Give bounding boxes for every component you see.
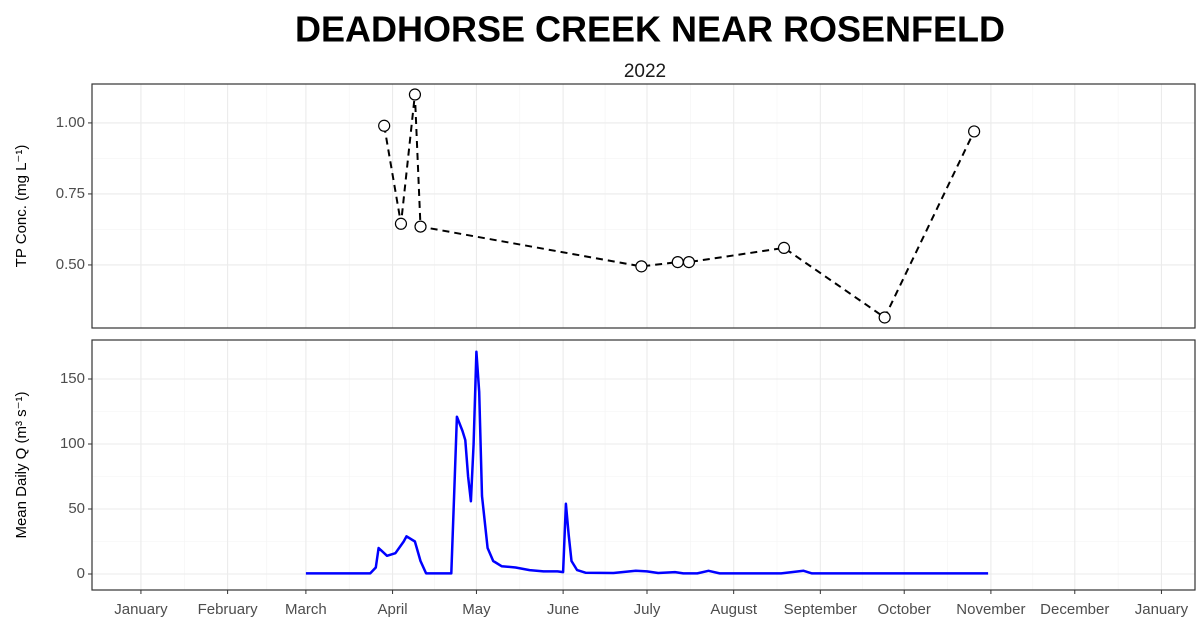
x-tick-label: September: [784, 601, 857, 618]
x-tick-label: July: [634, 601, 661, 618]
y-tick-label: 1.00: [56, 114, 85, 131]
x-tick-label: December: [1040, 601, 1109, 618]
data-point: [682, 256, 696, 269]
data-line: [305, 350, 989, 575]
x-tick-label: February: [198, 601, 259, 618]
panel-background: [92, 340, 1195, 590]
x-tick-label: May: [462, 601, 491, 618]
y-axis-label: TP Conc. (mg L⁻¹): [13, 145, 30, 268]
y-tick-label: 150: [60, 370, 85, 387]
x-tick-label: April: [378, 601, 408, 618]
y-tick-label: 0: [77, 565, 85, 582]
x-tick-label: January: [1135, 601, 1189, 618]
x-tick-label: August: [710, 601, 758, 618]
chart-subtitle: 2022: [624, 61, 666, 82]
data-point: [408, 88, 422, 101]
data-line: [383, 93, 976, 319]
panel-frame: [91, 83, 1196, 329]
data-point: [878, 311, 891, 324]
plot-area: [378, 88, 981, 324]
panel-background: [92, 84, 1195, 328]
data-point: [635, 260, 648, 273]
y-tick-label: 0.75: [56, 185, 85, 202]
chart-title: DEADHORSE CREEK NEAR ROSENFELD: [295, 9, 1005, 50]
y-tick-label: 0.50: [56, 256, 85, 273]
x-tick-label: June: [547, 601, 580, 618]
data-point: [671, 256, 684, 269]
panel-frame: [91, 339, 1196, 591]
y-tick-label: 50: [68, 500, 85, 517]
data-point: [394, 217, 408, 230]
data-point: [777, 241, 791, 254]
x-tick-label: November: [956, 601, 1025, 618]
y-tick-label: 100: [60, 435, 85, 452]
x-tick-label: March: [285, 601, 327, 618]
data-point: [378, 119, 391, 132]
y-axis-label: Mean Daily Q (m³ s⁻¹): [13, 391, 30, 538]
x-tick-label: October: [878, 601, 931, 618]
data-point: [968, 125, 981, 138]
x-tick-label: January: [114, 601, 168, 618]
data-point: [414, 220, 427, 233]
plot-area: [305, 350, 989, 575]
